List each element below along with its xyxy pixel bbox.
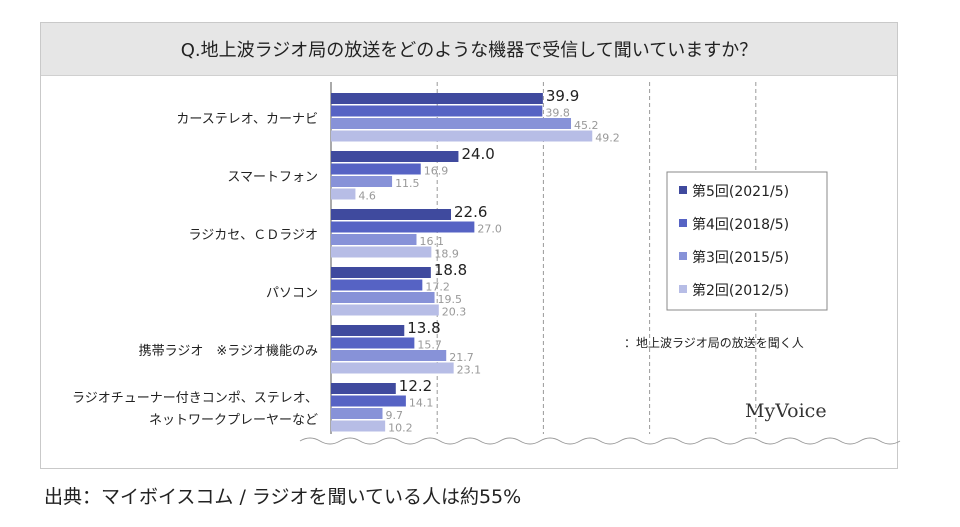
bar	[331, 118, 572, 129]
bar	[331, 292, 435, 303]
bar	[331, 130, 593, 142]
data-label: 22.6	[454, 203, 487, 221]
data-label: 21.7	[449, 351, 474, 364]
data-label: 13.8	[407, 319, 440, 337]
bar	[331, 176, 393, 187]
legend-label: 第4回(2018/5)	[692, 216, 789, 233]
data-label: 15.7	[417, 339, 442, 352]
data-label: 18.9	[434, 248, 459, 261]
data-label: 49.2	[595, 132, 620, 145]
bar	[331, 304, 439, 316]
bar	[331, 105, 543, 117]
data-label: 39.8	[545, 107, 570, 120]
chart-note: ：地上波ラジオ局の放送を聞く人	[624, 335, 804, 350]
legend-label: 第2回(2012/5)	[692, 282, 789, 299]
data-label: 17.2	[425, 281, 450, 294]
category-label: 携帯ラジオ ※ラジオ機能のみ	[139, 343, 318, 359]
data-label: 45.2	[574, 119, 599, 132]
bar	[331, 267, 431, 278]
data-label: 16.1	[419, 235, 444, 248]
bar	[331, 325, 405, 336]
category-label: スマートフォン	[227, 170, 318, 185]
brand-logo: MyVoice	[745, 400, 827, 422]
chart-title: Q.地上波ラジオ局の放送をどのような機器で受信して聞いていますか？	[41, 23, 897, 76]
category-label: ネットワークプレーヤーなど	[149, 413, 318, 428]
data-label: 18.8	[434, 261, 467, 279]
bar	[331, 362, 454, 374]
source-caption: 出典：マイボイスコム / ラジオを聞いている人は約55%	[44, 486, 522, 508]
data-label: 24.0	[461, 145, 494, 163]
legend-swatch	[679, 285, 687, 293]
data-label: 12.2	[399, 377, 432, 395]
data-label: 20.3	[442, 306, 467, 319]
bar	[331, 188, 356, 200]
bar	[331, 420, 386, 432]
bar	[331, 279, 423, 291]
bar	[331, 408, 383, 419]
legend-label: 第5回(2021/5)	[692, 183, 789, 200]
bar	[331, 93, 543, 104]
data-label: 23.1	[457, 364, 482, 377]
bar	[331, 234, 417, 245]
data-label: 10.2	[388, 422, 413, 435]
category-label: ラジオチューナー付きコンポ、ステレオ、	[72, 391, 318, 406]
bar	[331, 151, 459, 162]
data-label: 39.9	[546, 87, 579, 105]
bar	[331, 163, 421, 175]
data-label: 9.7	[386, 409, 404, 422]
data-label: 14.1	[409, 397, 434, 410]
axis-break-line	[299, 437, 901, 445]
data-label: 4.6	[358, 190, 376, 203]
category-label: パソコン	[266, 286, 318, 301]
data-label: 27.0	[477, 223, 502, 236]
legend-box	[666, 171, 828, 311]
bar	[331, 221, 475, 233]
bar	[331, 383, 396, 394]
bar	[331, 209, 452, 220]
bar	[331, 337, 415, 349]
data-label: 11.5	[395, 177, 420, 190]
category-label: カーステレオ、カーナビ	[176, 112, 318, 127]
bar	[331, 395, 406, 407]
data-label: 16.9	[424, 165, 449, 178]
bar	[331, 350, 447, 361]
bar	[331, 246, 432, 258]
legend-swatch	[679, 252, 687, 260]
legend-swatch	[679, 186, 687, 194]
data-label: 19.5	[438, 293, 463, 306]
legend-swatch	[679, 219, 687, 227]
category-label: ラジカセ、ＣＤラジオ	[189, 228, 318, 243]
legend-label: 第3回(2015/5)	[692, 249, 789, 266]
